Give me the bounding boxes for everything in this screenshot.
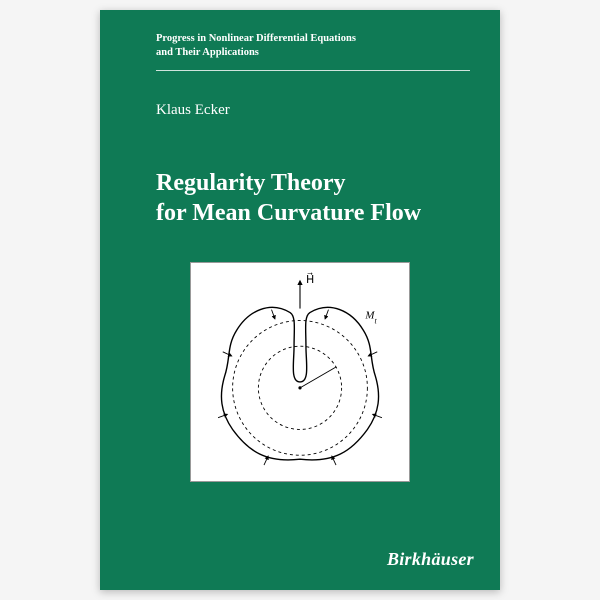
series-line-1: Progress in Nonlinear Differential Equat… xyxy=(156,33,356,44)
publisher-name: Birkhäuser xyxy=(387,549,474,570)
curvature-flow-diagram: H⃗ Mt xyxy=(191,263,409,481)
divider-rule xyxy=(156,70,470,71)
title-line-2: for Mean Curvature Flow xyxy=(156,200,421,226)
book-title: Regularity Theory for Mean Curvature Flo… xyxy=(156,168,421,228)
svg-text:H⃗: H⃗ xyxy=(306,272,314,286)
author-name: Klaus Ecker xyxy=(156,102,230,119)
svg-text:Mt: Mt xyxy=(364,309,377,325)
series-line-2: and Their Applications xyxy=(156,47,259,58)
figure-panel: H⃗ Mt xyxy=(190,262,410,482)
title-line-1: Regularity Theory xyxy=(156,170,346,196)
book-cover: Progress in Nonlinear Differential Equat… xyxy=(100,10,500,590)
series-title: Progress in Nonlinear Differential Equat… xyxy=(156,32,356,60)
